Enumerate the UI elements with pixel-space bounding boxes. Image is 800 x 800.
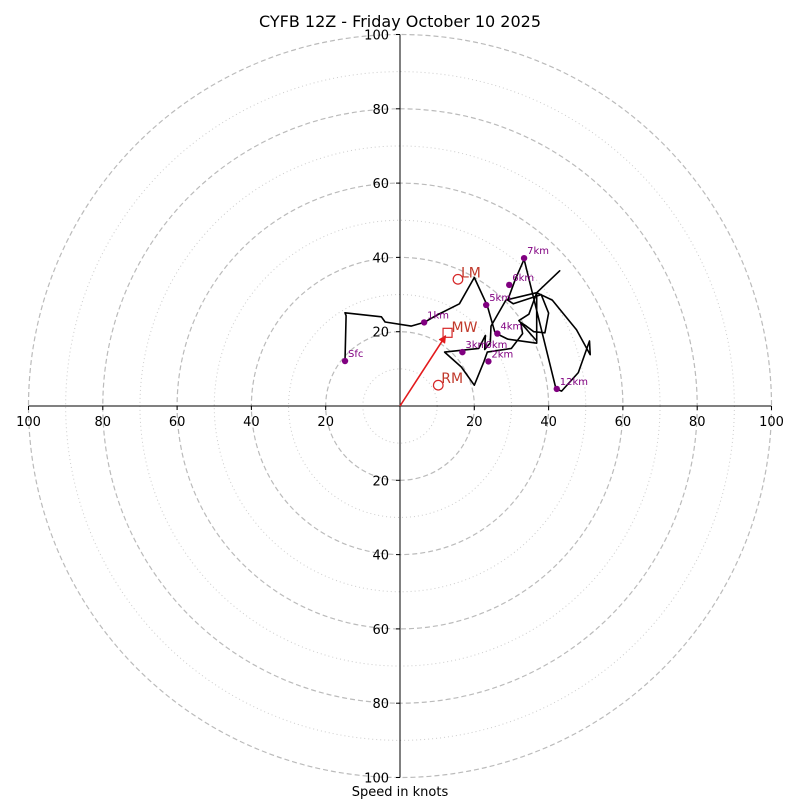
x-tick-label: 80 (95, 415, 112, 430)
wind-profile-line (344, 258, 592, 392)
height-marker-12km (553, 385, 560, 393)
y-tick-label: 80 (372, 697, 389, 712)
right-mover-label: RM (441, 371, 463, 387)
x-tick-label: 80 (689, 415, 706, 430)
height-marker-1km (420, 319, 428, 326)
mean-wind-arrow (399, 334, 447, 407)
height-label-0km: 0km (485, 340, 507, 351)
x-tick-label: 60 (615, 415, 632, 430)
height-marker-7km (520, 254, 528, 262)
left-mover-marker (452, 273, 464, 285)
mean-wind-label: MW (452, 320, 478, 336)
height-marker-5km (482, 301, 490, 309)
y-tick-label: 20 (372, 474, 389, 489)
y-tick-label: 40 (372, 251, 389, 266)
y-tick-label: 100 (364, 772, 389, 787)
height-label-2km: 2km (491, 349, 513, 360)
wind-profile (344, 258, 592, 392)
storm-motion: MW LM RM (399, 265, 481, 407)
height-label-1km: 1km (427, 310, 449, 321)
x-axis-label: Speed in knots (352, 785, 449, 800)
y-tick-label: 60 (372, 177, 389, 192)
height-marker-6km (506, 281, 513, 289)
x-tick-label: 100 (759, 415, 784, 430)
axis-ticks: 100 80 60 40 20 20 40 60 80 100 100 80 60 40 20 20 40 60 8… (16, 29, 784, 787)
height-marker-4km (494, 330, 501, 337)
left-mover-label: LM (461, 265, 481, 281)
x-tick-label: 20 (466, 415, 483, 430)
right-mover-marker (432, 379, 444, 391)
height-label-Sfc: Sfc (348, 349, 363, 360)
y-tick-label: 100 (364, 29, 389, 44)
mean-wind-marker (442, 327, 453, 338)
height-label-7km: 7km (527, 246, 549, 257)
y-tick-label: 60 (372, 623, 389, 638)
height-label-3km: 3km (465, 340, 487, 351)
height-label-5km: 5km (489, 293, 511, 304)
x-tick-label: 20 (317, 415, 334, 430)
height-marker-Sfc (341, 357, 349, 365)
height-marker-3km (459, 348, 466, 356)
x-tick-label: 40 (540, 415, 557, 430)
y-tick-label: 40 (372, 549, 389, 564)
x-tick-label: 60 (169, 415, 186, 430)
height-label-12km: 12km (560, 377, 588, 388)
height-label-4km: 4km (500, 322, 522, 333)
y-tick-label: 80 (372, 103, 389, 118)
y-tick-label: 20 (372, 326, 389, 341)
height-label-6km: 6km (512, 273, 534, 284)
chart-title: CYFB 12Z - Friday October 10 2025 (259, 12, 541, 31)
x-tick-label: 100 (16, 415, 41, 430)
x-tick-label: 40 (243, 415, 260, 430)
height-marker-2km (485, 358, 492, 365)
